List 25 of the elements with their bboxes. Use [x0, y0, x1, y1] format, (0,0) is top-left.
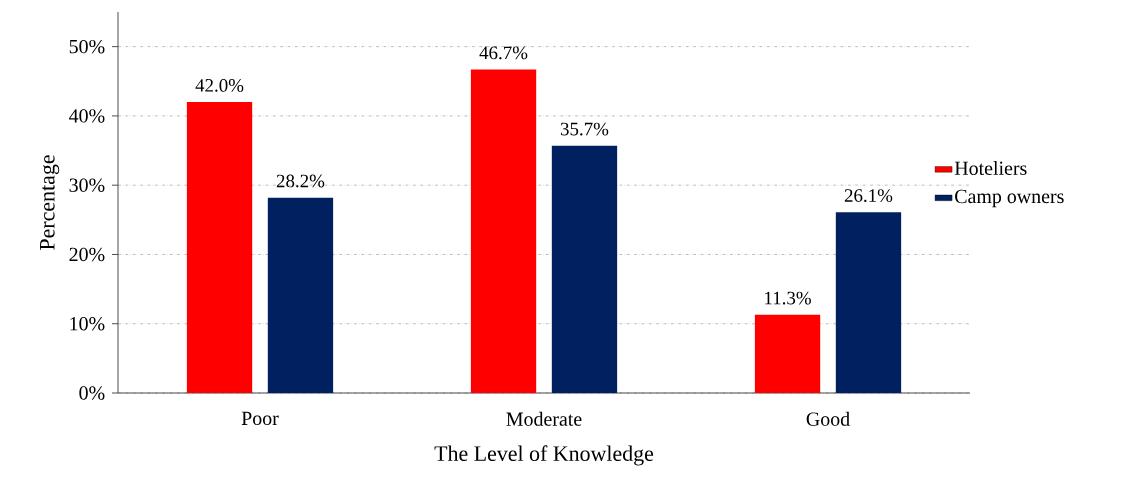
legend-label: Hoteliers: [954, 160, 1027, 175]
bar: [754, 314, 821, 393]
x-tick-label: Moderate: [506, 411, 582, 426]
bar: [551, 145, 618, 393]
y-axis-title: Percentage: [40, 155, 60, 250]
y-tick-label: 30%: [69, 178, 105, 192]
bar: [470, 69, 537, 393]
data-label: 11.3%: [765, 291, 811, 305]
y-tick-label: 10%: [70, 316, 105, 331]
data-label: 26.1%: [844, 189, 893, 202]
y-tick-label: 20%: [69, 247, 105, 262]
data-label: 35.7%: [560, 122, 609, 136]
data-label: 46.7%: [479, 46, 528, 60]
y-tick-label: 40%: [69, 109, 105, 123]
bar: [835, 212, 902, 393]
bar: [186, 102, 253, 393]
x-tick-label: Good: [806, 411, 850, 426]
y-tick-label: 50%: [69, 39, 105, 54]
bar: [267, 197, 334, 393]
x-tick-label: Poor: [241, 411, 279, 426]
x-axis-title: The Level of Knowledge: [434, 445, 654, 466]
legend-label: Camp owners: [955, 189, 1064, 208]
data-label: 42.0%: [195, 79, 244, 92]
data-label: 28.2%: [276, 174, 325, 188]
y-tick-label: 0%: [79, 386, 105, 400]
